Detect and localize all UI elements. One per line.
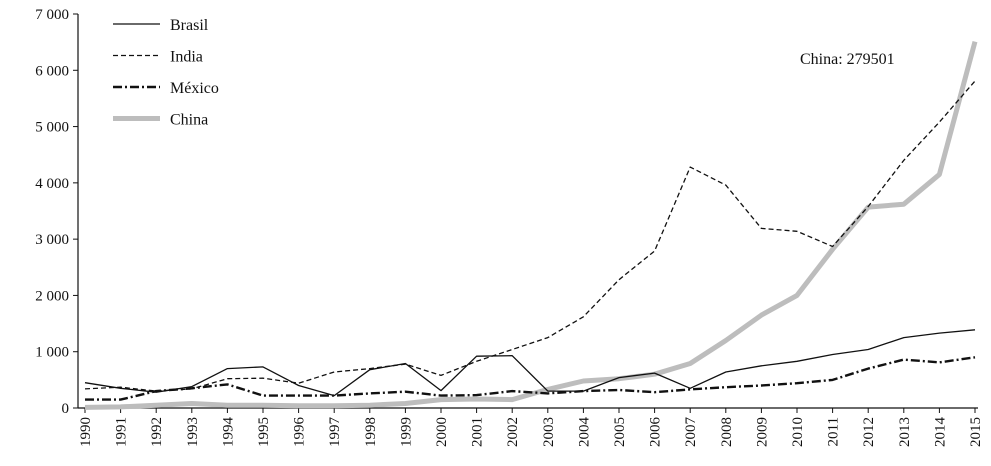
y-tick-label: 2 000 (35, 288, 69, 304)
x-tick-label: 1994 (220, 417, 236, 448)
legend-label-china: China (170, 112, 208, 129)
x-tick-label: 1992 (149, 417, 165, 447)
x-tick-label: 1996 (292, 417, 308, 448)
legend-label-india: India (170, 49, 203, 66)
x-tick-label: 2008 (719, 417, 735, 447)
series-line-mexico (85, 356, 976, 401)
x-tick-label: 1997 (327, 417, 343, 448)
x-tick-label: 2005 (612, 417, 628, 447)
legend-label-mexico: México (170, 80, 219, 97)
legend: Brasil India México China (113, 17, 219, 129)
x-tick-label: 2013 (897, 417, 913, 447)
x-tick-label: 2015 (968, 417, 984, 447)
x-tick-label: 1999 (398, 417, 414, 447)
x-tick-label: 2006 (648, 417, 664, 448)
series-line-india (84, 80, 976, 392)
series-line-brasil (84, 329, 976, 397)
y-tick-label: 7 000 (35, 7, 69, 23)
china-annotation: China: 279501 (800, 51, 895, 68)
y-tick-label: 3 000 (35, 232, 69, 248)
x-tick-label: 2003 (541, 417, 557, 447)
x-tick-label: 1990 (78, 417, 94, 447)
y-tick-label: 0 (62, 401, 70, 417)
x-tick-label: 2014 (932, 417, 948, 448)
series-lines (84, 40, 978, 410)
y-tick-label: 6 000 (35, 63, 69, 79)
axes: 0 1 000 2 000 3 000 4 000 5 000 6 000 7 000 1990… (35, 7, 984, 447)
x-tick-label: 2001 (470, 417, 486, 447)
x-tick-label: 1998 (363, 417, 379, 447)
x-tick-label: 2004 (576, 417, 592, 448)
x-tick-label: 2009 (754, 417, 770, 447)
legend-label-brasil: Brasil (170, 17, 209, 34)
x-tick-label: 2007 (683, 417, 699, 448)
x-tick-label: 1993 (185, 417, 201, 447)
x-tick-label: 2000 (434, 417, 450, 447)
y-tick-label: 5 000 (35, 120, 69, 136)
x-tick-label: 1991 (114, 417, 130, 447)
series-line-china (84, 40, 978, 410)
x-tick-label: 2010 (790, 417, 806, 447)
y-tick-label: 1 000 (35, 345, 69, 361)
y-tick-label: 4 000 (35, 176, 69, 192)
x-tick-label: 2012 (861, 417, 877, 447)
x-tick-label: 2011 (826, 417, 842, 446)
x-tick-label: 1995 (256, 417, 272, 447)
x-tick-label: 2002 (505, 417, 521, 447)
